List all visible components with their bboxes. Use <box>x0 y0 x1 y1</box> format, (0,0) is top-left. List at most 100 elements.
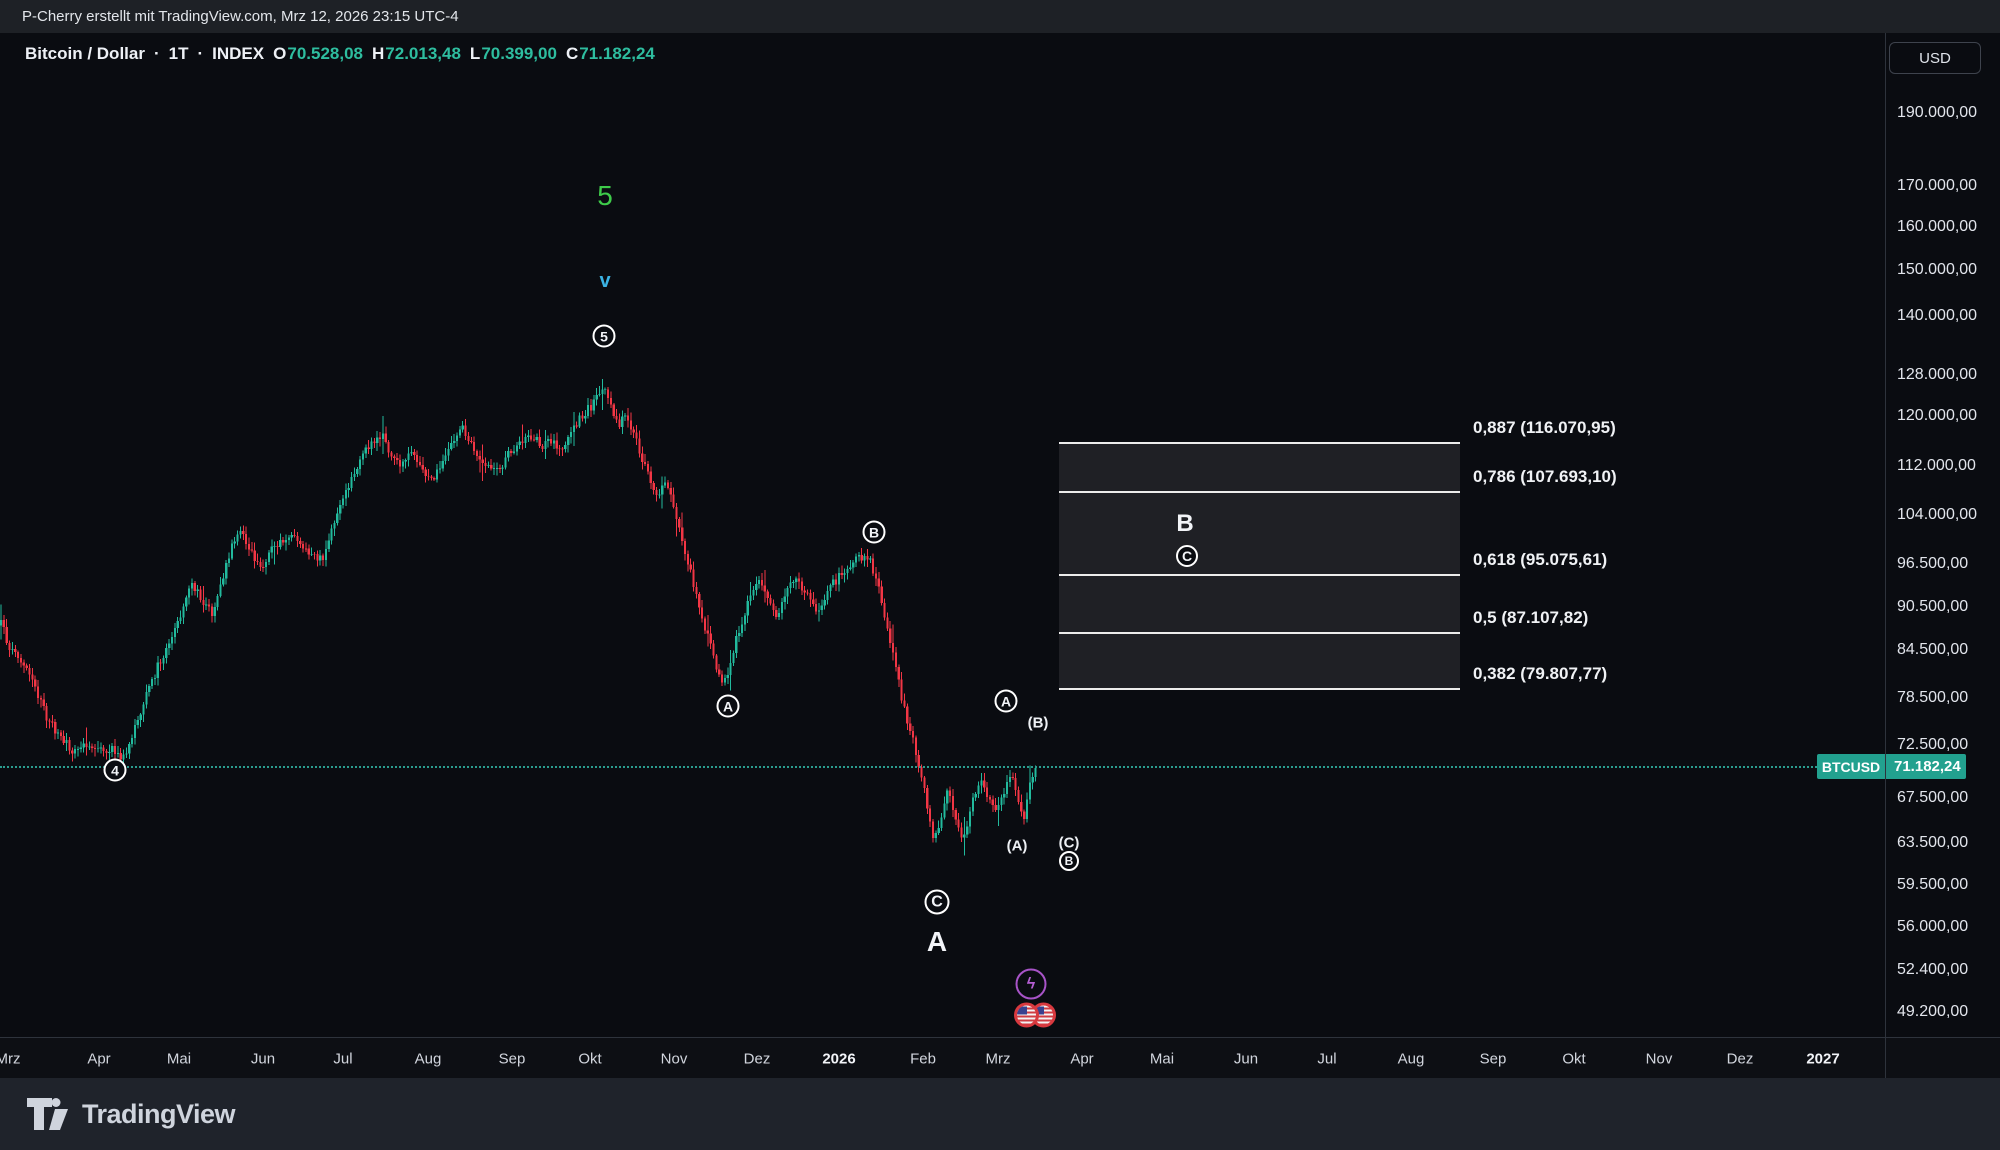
fib-level-line[interactable] <box>1059 632 1460 634</box>
price-tick-label: 170.000,00 <box>1897 177 1978 194</box>
time-tick-label: Jul <box>1317 1050 1337 1067</box>
time-tick-label: Mrz <box>0 1050 21 1067</box>
fib-level-label: 0,786 (107.693,10) <box>1473 467 1617 486</box>
fib-retracement-drawing[interactable] <box>1059 442 1460 690</box>
fib-band <box>1059 491 1460 574</box>
legend-interval[interactable]: 1T <box>168 44 189 63</box>
wave-label-b[interactable]: B <box>862 520 886 544</box>
last-price-value-badge: 71.182,24 <box>1886 754 1966 779</box>
time-tick-label: Nov <box>660 1050 688 1067</box>
fib-level-label: 0,5 (87.107,82) <box>1473 608 1589 627</box>
price-tick-label: 112.000,00 <box>1897 457 1976 474</box>
price-tick-label: 104.000,00 <box>1897 506 1978 523</box>
fib-band <box>1059 442 1460 491</box>
legend-low-label: L <box>469 44 481 63</box>
price-tick-label: 128.000,00 <box>1897 366 1978 383</box>
fib-level-line[interactable] <box>1059 574 1460 576</box>
price-axis-divider <box>1885 33 1886 1078</box>
time-tick-label: Apr <box>87 1050 111 1067</box>
footer-bar: TradingView <box>0 1078 2000 1150</box>
legend-open-label: O <box>273 44 287 63</box>
wave-label-b[interactable]: (B) <box>1027 714 1049 732</box>
wave-label-5[interactable]: 5 <box>592 324 616 348</box>
chart-credit-text: P-Cherry erstellt mit TradingView.com, M… <box>22 8 459 25</box>
lightning-glyph: ϟ <box>1026 975 1036 992</box>
price-tick-label: 150.000,00 <box>1897 261 1978 278</box>
price-tick-label: 90.500,00 <box>1897 598 1969 615</box>
time-tick-label: Apr <box>1070 1050 1094 1067</box>
status-bar: P-Cherry erstellt mit TradingView.com, M… <box>0 0 2000 33</box>
legend-close-value: 71.182,24 <box>579 44 655 63</box>
wave-label-5[interactable]: 5 <box>597 180 613 211</box>
fib-level-line[interactable] <box>1059 442 1460 444</box>
time-tick-label: Sep <box>498 1050 526 1067</box>
wave-label-c[interactable]: C <box>924 889 950 915</box>
time-tick-label: Jul <box>333 1050 353 1067</box>
price-tick-label: 84.500,00 <box>1897 641 1969 658</box>
event-lightning-icon[interactable]: ϟ <box>1015 968 1047 1000</box>
price-tick-label: 160.000,00 <box>1897 218 1978 235</box>
time-tick-label: Mai <box>166 1050 192 1067</box>
price-tick-label: 56.000,00 <box>1897 918 1969 935</box>
time-tick-label: Okt <box>578 1050 602 1067</box>
wave-label-a[interactable]: A <box>716 694 740 718</box>
time-tick-label: Jun <box>250 1050 276 1067</box>
wave-label-c[interactable]: (C) <box>1058 834 1080 852</box>
time-tick-label: Feb <box>910 1050 936 1067</box>
time-tick-label: Sep <box>1479 1050 1507 1067</box>
fib-band <box>1059 632 1460 688</box>
wave-label-4[interactable]: 4 <box>103 758 127 782</box>
fib-level-label: 0,618 (95.075,61) <box>1473 550 1608 569</box>
price-tick-label: 52.400,00 <box>1897 961 1969 978</box>
time-tick-label: 2027 <box>1806 1050 1840 1067</box>
fib-level-line[interactable] <box>1059 491 1460 493</box>
legend-low-value: 70.399,00 <box>481 44 557 63</box>
legend-source: INDEX <box>212 44 265 63</box>
time-tick-label: 2026 <box>822 1050 856 1067</box>
economic-event-us-flags-icon[interactable] <box>1014 1002 1058 1030</box>
legend-high-label: H <box>372 44 385 63</box>
time-tick-label: Aug <box>1397 1050 1425 1067</box>
tradingview-logo-icon[interactable] <box>26 1097 70 1131</box>
candlestick-series[interactable] <box>0 0 1885 1037</box>
time-tick-label: Aug <box>414 1050 442 1067</box>
wave-label-a[interactable]: (A) <box>1006 837 1028 855</box>
time-tick-label: Dez <box>1726 1050 1754 1067</box>
legend-separator: · <box>153 44 160 63</box>
time-tick-label: Mrz <box>985 1050 1011 1067</box>
fib-level-line[interactable] <box>1059 688 1460 690</box>
us-flag-icon <box>1014 1002 1039 1028</box>
wave-label-v[interactable]: v <box>599 270 611 292</box>
wave-label-b[interactable]: B <box>1059 851 1079 871</box>
wave-label-b[interactable]: B <box>1176 510 1194 537</box>
last-price-line <box>0 766 1885 768</box>
fib-level-label: 0,382 (79.807,77) <box>1473 664 1608 683</box>
legend-symbol[interactable]: Bitcoin / Dollar <box>25 44 145 63</box>
wave-label-a[interactable]: A <box>926 926 948 957</box>
price-tick-label: 190.000,00 <box>1897 104 1978 121</box>
price-tick-label: 49.200,00 <box>1897 1003 1969 1020</box>
price-tick-label: 78.500,00 <box>1897 689 1969 706</box>
time-axis[interactable]: Mrz Apr Mai Jun Jul Aug Sep Okt Nov Dez 2026 Feb Mrz… <box>0 1037 2000 1079</box>
wave-label-c[interactable]: C <box>1176 545 1198 567</box>
price-tick-label: 140.000,00 <box>1897 307 1978 324</box>
price-tick-label: 59.500,00 <box>1897 876 1969 893</box>
fib-level-label: 0,887 (116.070,95) <box>1473 418 1616 437</box>
price-tick-label: 63.500,00 <box>1897 834 1969 851</box>
last-price-symbol-badge: BTCUSD <box>1817 754 1885 779</box>
price-tick-label: 72.500,00 <box>1897 736 1969 753</box>
time-tick-label: Nov <box>1645 1050 1673 1067</box>
legend-close-label: C <box>565 44 579 63</box>
time-tick-label: Jun <box>1233 1050 1259 1067</box>
fib-band <box>1059 574 1460 632</box>
currency-toggle-button[interactable]: USD <box>1889 42 1981 74</box>
price-tick-label: 120.000,00 <box>1897 407 1978 424</box>
tradingview-brand-text[interactable]: TradingView <box>82 1098 236 1129</box>
price-tick-label: 96.500,00 <box>1897 555 1969 572</box>
legend-open-value: 70.528,08 <box>287 44 363 63</box>
legend-high-value: 72.013,48 <box>385 44 461 63</box>
wave-label-a[interactable]: A <box>994 689 1018 713</box>
symbol-legend[interactable]: Bitcoin / Dollar · 1T · INDEX O 70.528,08… <box>25 44 655 64</box>
legend-separator: · <box>197 44 204 63</box>
